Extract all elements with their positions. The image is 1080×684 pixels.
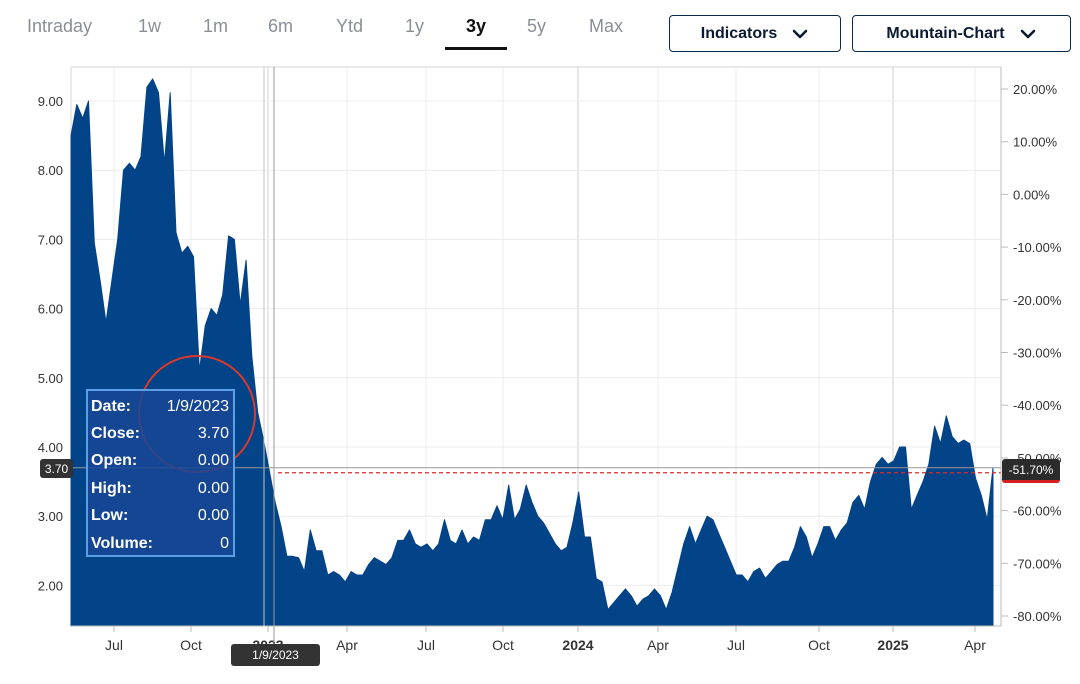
- y-tick-label-right: -20.00%: [1013, 293, 1062, 308]
- y-tick-label-right: -60.00%: [1013, 504, 1062, 519]
- x-tick-label: Apr: [964, 637, 986, 653]
- tooltip-key: Volume:: [91, 534, 153, 552]
- indicators-dropdown[interactable]: Indicators: [669, 15, 841, 52]
- tab-6m[interactable]: 6m: [268, 16, 294, 36]
- tooltip-value: 3.70: [197, 424, 229, 442]
- tooltip-row: Date: 1/9/2023: [91, 393, 229, 420]
- tooltip-value: 0.00: [197, 479, 229, 497]
- active-tab-underline: [445, 47, 507, 50]
- tooltip-row: Low: 0.00: [91, 503, 229, 530]
- tooltip-value: 1/9/2023: [166, 397, 229, 415]
- y-tick-label-right: -40.00%: [1013, 398, 1062, 413]
- y-tick-label-right: -10.00%: [1013, 240, 1062, 255]
- y-tick-label-left: 5.00: [38, 371, 63, 386]
- tab-1w[interactable]: 1w: [138, 16, 162, 36]
- y-tick-label-left: 2.00: [38, 578, 63, 593]
- price-area: [70, 78, 994, 627]
- tooltip-value: 0.00: [197, 507, 229, 525]
- crosshair-price-label: 3.70: [40, 459, 73, 478]
- chevron-down-icon: [1020, 29, 1035, 38]
- tooltip-value: 0: [220, 534, 229, 552]
- tooltip-row: Open: 0.00: [91, 448, 229, 475]
- x-tick-label: Jul: [727, 637, 745, 653]
- tooltip-key: Close:: [91, 424, 140, 442]
- tab-1m[interactable]: 1m: [203, 16, 229, 36]
- tooltip-key: Open:: [91, 452, 138, 470]
- chart-type-dropdown[interactable]: Mountain-Chart: [852, 15, 1071, 52]
- y-tick-label-left: 4.00: [38, 440, 63, 455]
- y-tick-label-right: -70.00%: [1013, 556, 1062, 571]
- x-tick-label: Oct: [808, 637, 830, 653]
- x-tick-label: Apr: [336, 637, 358, 653]
- y-tick-label-left: 6.00: [38, 302, 63, 317]
- crosshair-date-label: 1/9/2023: [231, 644, 320, 666]
- x-tick-label: Jul: [105, 637, 123, 653]
- y-tick-label-right: -80.00%: [1013, 609, 1062, 624]
- tooltip-row: High: 0.00: [91, 475, 229, 502]
- tooltip-row: Volume: 0: [91, 530, 229, 557]
- tab-3y[interactable]: 3y: [466, 16, 487, 36]
- indicators-label: Indicators: [700, 24, 778, 42]
- x-tick-label: Oct: [492, 637, 514, 653]
- tab-max[interactable]: Max: [589, 16, 624, 36]
- x-tick-label: Oct: [180, 637, 202, 653]
- data-tooltip: Date: 1/9/2023 Close: 3.70 Open: 0.00 High: 0.0…: [86, 389, 235, 557]
- y-tick-label-right: 20.00%: [1013, 82, 1058, 97]
- y-tick-label-right: 10.00%: [1013, 135, 1058, 150]
- x-tick-label: 2025: [877, 637, 908, 653]
- tab-1y[interactable]: 1y: [405, 16, 425, 36]
- y-tick-label-left: 7.00: [38, 232, 63, 247]
- tooltip-key: Date:: [91, 397, 132, 415]
- tab-intraday[interactable]: Intraday: [27, 16, 93, 36]
- tooltip-row: Close: 3.70: [91, 420, 229, 447]
- tooltip-key: Low:: [91, 507, 129, 525]
- x-tick-label: Apr: [647, 637, 669, 653]
- tooltip-key: High:: [91, 479, 132, 497]
- y-tick-label-left: 9.00: [38, 94, 63, 109]
- x-tick-label: Jul: [417, 637, 435, 653]
- tab-ytd[interactable]: Ytd: [336, 16, 364, 36]
- chart-type-label: Mountain-Chart: [886, 24, 1005, 42]
- y-tick-label-right: 0.00%: [1013, 187, 1050, 202]
- y-tick-label-left: 3.00: [38, 509, 63, 524]
- tooltip-value: 0.00: [197, 452, 229, 470]
- y-tick-label-right: -30.00%: [1013, 346, 1062, 361]
- y-tick-label-left: 8.00: [38, 163, 63, 178]
- crosshair-percent-label: -51.70%: [1002, 459, 1060, 483]
- chevron-down-icon: [792, 29, 808, 38]
- x-tick-label: 2024: [562, 637, 593, 653]
- tab-5y[interactable]: 5y: [527, 16, 547, 36]
